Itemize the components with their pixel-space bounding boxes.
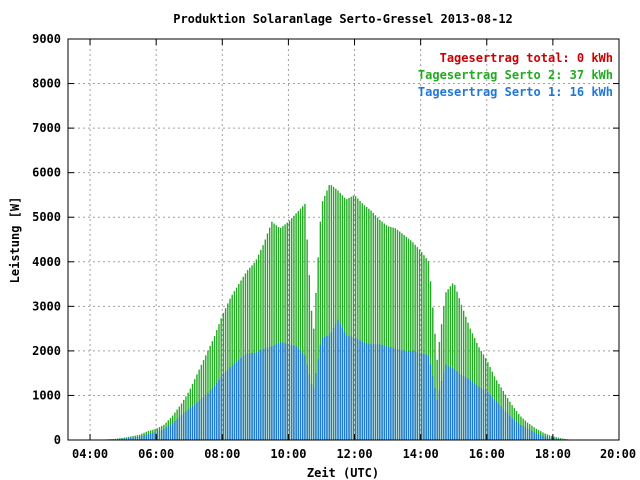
legend-entry: Tagesertrag Serto 1: 16 kWh [418, 85, 613, 99]
y-tick-label: 7000 [32, 121, 61, 135]
y-tick-label: 2000 [32, 344, 61, 358]
legend: Tagesertrag total: 0 kWh Tagesertrag Sert… [418, 51, 613, 99]
y-tick-label: 5000 [32, 210, 61, 224]
y-axis-label: Leistung [W] [8, 197, 22, 284]
plot-frame [67, 38, 620, 441]
x-tick-label: 06:00 [138, 447, 174, 461]
legend-entry: Tagesertrag Serto 2: 37 kWh [418, 68, 613, 82]
y-axis-ticks: 0 1000 2000 3000 4000 5000 6000 7000 8000 9000 [32, 32, 619, 447]
x-tick-label: 18:00 [535, 447, 571, 461]
y-tick-label: 6000 [32, 166, 61, 180]
y-tick-label: 8000 [32, 77, 61, 91]
chart-title: Produktion Solaranlage Serto-Gressel 201… [173, 12, 513, 26]
y-tick-label: 9000 [32, 32, 61, 46]
x-axis-label: Zeit (UTC) [307, 466, 379, 480]
x-tick-label: 10:00 [270, 447, 306, 461]
x-axis-ticks: 04:00 06:00 08:00 10:00 12:00 14:00 16:00 18:00… [72, 39, 636, 461]
grid-lines [68, 39, 619, 440]
x-tick-label: 08:00 [204, 447, 240, 461]
x-tick-label: 20:00 [600, 447, 636, 461]
x-tick-label: 04:00 [72, 447, 108, 461]
x-tick-label: 12:00 [336, 447, 372, 461]
y-tick-label: 0 [54, 433, 61, 447]
y-tick-label: 3000 [32, 299, 61, 313]
bar-series [105, 185, 571, 440]
y-tick-label: 4000 [32, 255, 61, 269]
x-tick-label: 14:00 [403, 447, 439, 461]
x-tick-label: 16:00 [469, 447, 505, 461]
y-tick-label: 1000 [32, 388, 61, 402]
legend-entry: Tagesertrag total: 0 kWh [440, 51, 613, 65]
